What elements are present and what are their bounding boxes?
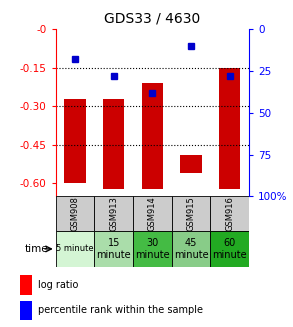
Text: 5 minute: 5 minute bbox=[56, 244, 94, 253]
Text: GSM915: GSM915 bbox=[187, 197, 195, 231]
Bar bbox=[142, 83, 163, 188]
FancyBboxPatch shape bbox=[210, 232, 249, 267]
FancyBboxPatch shape bbox=[133, 232, 172, 267]
Bar bbox=[20, 301, 32, 320]
Text: 30
minute: 30 minute bbox=[135, 238, 170, 260]
FancyBboxPatch shape bbox=[172, 232, 210, 267]
Bar bbox=[64, 99, 86, 183]
FancyBboxPatch shape bbox=[210, 196, 249, 232]
Text: GSM913: GSM913 bbox=[109, 196, 118, 231]
Text: GSM908: GSM908 bbox=[71, 196, 79, 231]
Bar bbox=[180, 155, 202, 173]
FancyBboxPatch shape bbox=[56, 196, 94, 232]
Text: 45
minute: 45 minute bbox=[174, 238, 208, 260]
Bar bbox=[219, 68, 240, 188]
Text: GSM914: GSM914 bbox=[148, 197, 157, 231]
Bar bbox=[103, 99, 124, 188]
Bar bbox=[20, 275, 32, 295]
Text: percentile rank within the sample: percentile rank within the sample bbox=[38, 305, 203, 315]
Text: 60
minute: 60 minute bbox=[212, 238, 247, 260]
Text: GSM916: GSM916 bbox=[225, 196, 234, 231]
Text: log ratio: log ratio bbox=[38, 280, 78, 290]
FancyBboxPatch shape bbox=[56, 232, 94, 267]
FancyBboxPatch shape bbox=[172, 196, 210, 232]
FancyBboxPatch shape bbox=[94, 232, 133, 267]
Text: 15
minute: 15 minute bbox=[96, 238, 131, 260]
FancyBboxPatch shape bbox=[94, 196, 133, 232]
FancyBboxPatch shape bbox=[133, 196, 172, 232]
Text: time: time bbox=[24, 244, 48, 254]
Title: GDS33 / 4630: GDS33 / 4630 bbox=[104, 11, 200, 26]
